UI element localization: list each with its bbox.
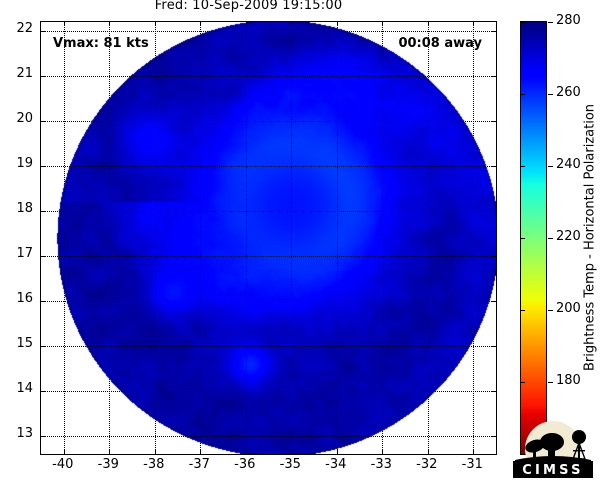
cimss-logo: CIMSS	[507, 419, 599, 481]
y-axis-tick-label: 15	[16, 336, 33, 351]
colorbar-tick	[548, 382, 553, 383]
colorbar-tick	[548, 22, 553, 23]
y-axis-tick-label: 22	[16, 21, 33, 36]
y-axis-tick-label: 20	[16, 111, 33, 126]
x-axis-tick-label: -40	[52, 457, 74, 472]
colorbar-label-text: Brightness Temp - Horizontal Polarizatio…	[582, 103, 598, 372]
colorbar-tick-inner	[520, 22, 525, 23]
y-axis-tick-label: 14	[16, 381, 33, 396]
x-axis-tick	[155, 22, 156, 26]
logo-banner	[513, 461, 593, 478]
y-axis-tick	[41, 211, 45, 212]
y-axis-tick	[492, 121, 496, 122]
x-axis-tick	[473, 22, 474, 26]
y-axis-tick	[41, 256, 45, 257]
y-axis-tick	[492, 31, 496, 32]
y-axis-tick	[41, 436, 45, 437]
logo-silhouette	[515, 430, 591, 463]
colorbar-tick-label: 200	[556, 301, 581, 316]
y-axis-tick	[41, 31, 45, 32]
y-axis-tick	[492, 166, 496, 167]
x-axis-tick	[200, 22, 201, 26]
y-axis-tick-label: 16	[16, 291, 33, 306]
x-axis-tick-label: -32	[416, 457, 438, 472]
x-axis-tick-label: -36	[234, 457, 256, 472]
x-axis-tick	[337, 22, 338, 26]
y-axis-tick	[41, 76, 45, 77]
colorbar-tick-inner	[520, 310, 525, 311]
x-axis-tick	[246, 450, 247, 454]
x-axis-tick	[473, 450, 474, 454]
colorbar-tick	[548, 166, 553, 167]
x-axis-tick	[337, 450, 338, 454]
satellite-dish-icon	[540, 433, 564, 451]
colorbar-tick-inner	[520, 238, 525, 239]
colorbar-label: Brightness Temp - Horizontal Polarizatio…	[560, 0, 598, 483]
colorbar-tick-inner	[520, 454, 525, 455]
colorbar-tick-label: 180	[556, 373, 581, 388]
x-axis-tick	[155, 450, 156, 454]
page-title: Fred: 10-Sep-2009 19:15:00	[154, 0, 343, 13]
colorbar-tick	[548, 310, 553, 311]
colorbar-tick-label: 280	[556, 13, 581, 28]
x-axis-tick-label: -31	[461, 457, 483, 472]
x-axis-tick-label: -35	[279, 457, 301, 472]
y-axis-tick	[492, 76, 496, 77]
x-axis-tick	[246, 22, 247, 26]
colorbar-tick-inner	[520, 166, 525, 167]
time-away-annotation: 00:08 away	[398, 36, 482, 51]
y-axis-tick-label: 21	[16, 66, 33, 81]
x-axis-tick	[64, 22, 65, 26]
x-axis-tick	[291, 450, 292, 454]
colorbar-tick-label: 260	[556, 85, 581, 100]
x-axis-tick	[291, 22, 292, 26]
y-axis-tick	[41, 166, 45, 167]
y-axis-tick-label: 18	[16, 201, 33, 216]
x-axis-tick	[382, 22, 383, 26]
colorbar-tick	[548, 238, 553, 239]
colorbar-tick-inner	[520, 382, 525, 383]
x-axis-tick-label: -39	[97, 457, 119, 472]
y-axis-tick-label: 13	[16, 426, 33, 441]
y-axis-tick	[492, 391, 496, 392]
x-axis-tick	[109, 450, 110, 454]
y-axis-tick-label: 17	[16, 246, 33, 261]
y-axis-tick	[492, 211, 496, 212]
x-axis-tick-label: -33	[370, 457, 392, 472]
x-axis-tick	[428, 450, 429, 454]
y-axis-tick	[41, 346, 45, 347]
y-axis-tick	[41, 121, 45, 122]
swath-canvas	[41, 22, 496, 454]
satellite-dish-icon	[525, 439, 545, 453]
x-axis-tick	[382, 450, 383, 454]
colorbar-tick-label: 220	[556, 229, 581, 244]
x-axis-tick-label: -37	[188, 457, 210, 472]
colorbar-gradient	[521, 22, 546, 454]
y-axis-tick	[492, 301, 496, 302]
vmax-annotation: Vmax: 81 kts	[53, 36, 149, 51]
x-axis-tick	[200, 450, 201, 454]
y-axis-tick	[492, 436, 496, 437]
y-axis-tick-label: 19	[16, 156, 33, 171]
x-axis-tick	[109, 22, 110, 26]
x-axis-tick-label: -38	[143, 457, 165, 472]
colorbar-tick-inner	[520, 94, 525, 95]
x-axis-tick	[428, 22, 429, 26]
y-axis-tick	[492, 346, 496, 347]
brightness-temperature-swath	[41, 22, 496, 454]
x-axis-tick-label: -34	[325, 457, 347, 472]
y-axis-tick	[41, 301, 45, 302]
cimss-logo-graphic: CIMSS	[513, 421, 593, 478]
x-axis-tick	[64, 450, 65, 454]
colorbar-tick	[548, 94, 553, 95]
plot-area: Vmax: 81 kts 00:08 away	[40, 21, 497, 455]
colorbar-tick-label: 240	[556, 157, 581, 172]
y-axis-tick	[41, 391, 45, 392]
logo-text: CIMSS	[522, 463, 583, 478]
y-axis-tick	[492, 256, 496, 257]
